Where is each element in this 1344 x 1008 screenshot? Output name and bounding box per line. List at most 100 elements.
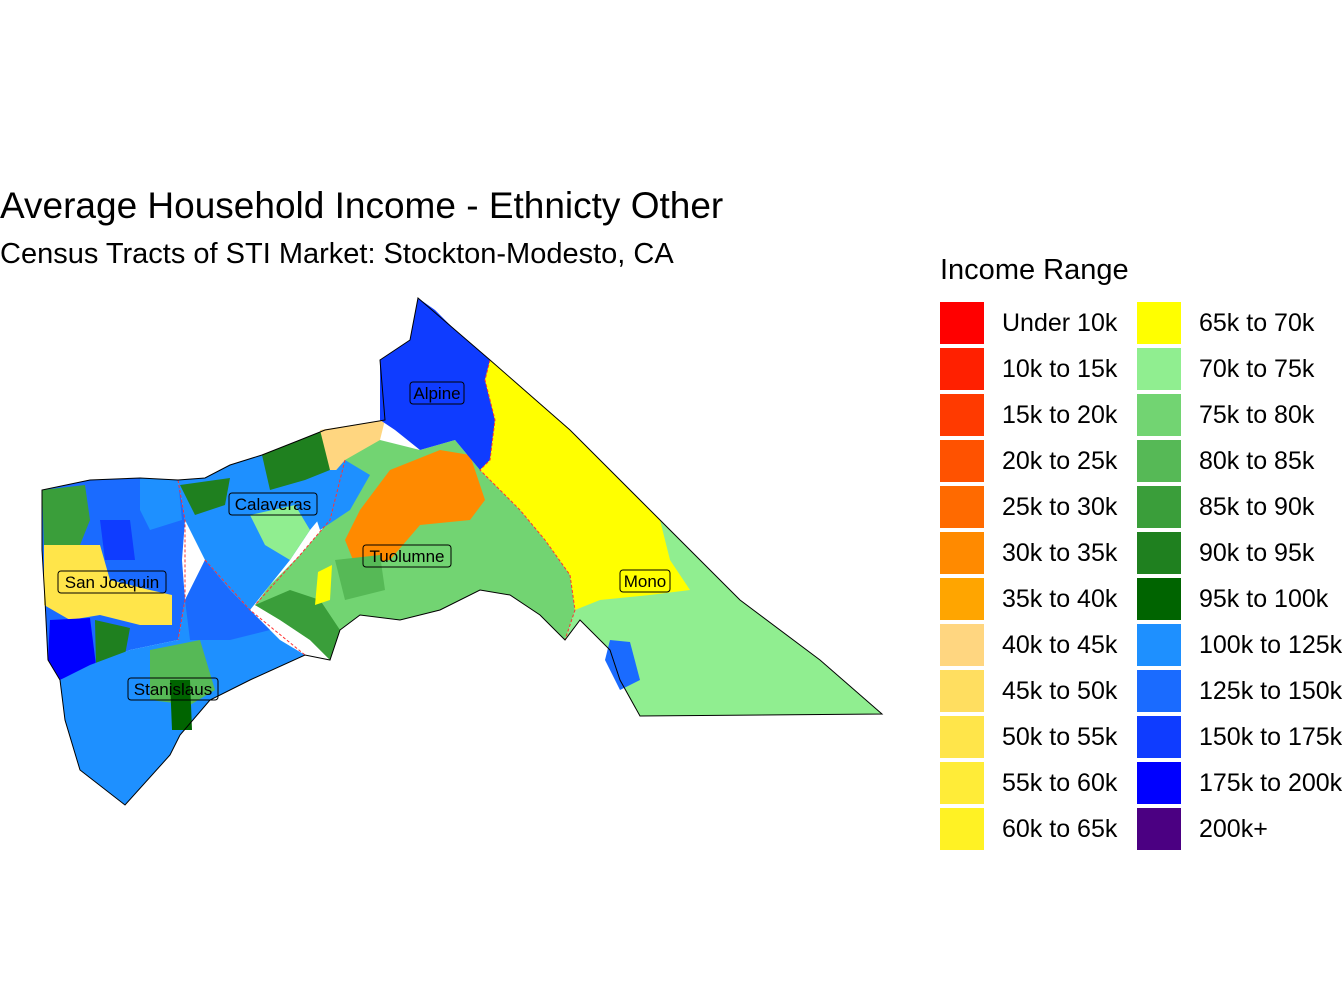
legend-item: 35k to 40k xyxy=(940,576,1137,622)
legend-label: 80k to 85k xyxy=(1199,446,1315,475)
county-label-calaveras: Calaveras xyxy=(228,492,318,516)
legend-swatch xyxy=(940,302,984,344)
legend-item: 25k to 30k xyxy=(940,484,1137,530)
tract xyxy=(250,505,310,560)
legend-swatch xyxy=(1137,440,1181,482)
legend-item: 65k to 70k xyxy=(1137,300,1344,346)
legend-label: 10k to 15k xyxy=(1002,354,1118,383)
legend-swatch xyxy=(940,440,984,482)
legend-item: 80k to 85k xyxy=(1137,438,1344,484)
county-label-mono: Mono xyxy=(619,569,671,593)
tract xyxy=(480,360,690,610)
tract xyxy=(150,640,215,705)
legend-label: 25k to 30k xyxy=(1002,492,1118,521)
legend-swatch xyxy=(940,624,984,666)
choropleth-map: Alpine Calaveras San Joaquin Tuolumne Mo… xyxy=(41,297,884,806)
legend-label: 200k+ xyxy=(1199,814,1268,843)
legend-swatch xyxy=(940,578,984,620)
svg-text:Mono: Mono xyxy=(624,572,667,591)
tract xyxy=(100,520,135,560)
tract xyxy=(255,590,340,660)
county-boundaries xyxy=(177,359,576,656)
map-subtitle: Census Tracts of STI Market: Stockton-Mo… xyxy=(0,238,674,270)
legend-item: 10k to 15k xyxy=(940,346,1137,392)
county-label-alpine: Alpine xyxy=(409,381,465,405)
svg-text:Tuolumne: Tuolumne xyxy=(370,547,445,566)
legend-item: 150k to 175k xyxy=(1137,714,1344,760)
legend-item: 20k to 25k xyxy=(940,438,1137,484)
tract xyxy=(180,478,230,515)
legend-swatch xyxy=(1137,348,1181,390)
legend-items: Under 10k 10k to 15k 15k to 20k 20k to 25k 2… xyxy=(940,300,1344,852)
legend-swatch xyxy=(1137,486,1181,528)
tract xyxy=(320,420,385,470)
legend-swatch xyxy=(1137,670,1181,712)
legend-item: 40k to 45k xyxy=(940,622,1137,668)
county-label-tuolumne: Tuolumne xyxy=(362,544,452,568)
legend-label: 65k to 70k xyxy=(1199,308,1315,337)
legend-label: 125k to 150k xyxy=(1199,676,1343,705)
legend-label: 40k to 45k xyxy=(1002,630,1118,659)
legend-item: 95k to 100k xyxy=(1137,576,1344,622)
legend-swatch xyxy=(940,762,984,804)
legend-item: 90k to 95k xyxy=(1137,530,1344,576)
svg-text:Alpine: Alpine xyxy=(413,384,460,403)
legend-label: 75k to 80k xyxy=(1199,400,1315,429)
tract xyxy=(48,618,96,680)
tract xyxy=(185,560,270,640)
legend-swatch xyxy=(940,716,984,758)
legend-item: 75k to 80k xyxy=(1137,392,1344,438)
legend-item: 30k to 35k xyxy=(940,530,1137,576)
legend-swatch xyxy=(1137,808,1181,850)
legend-item: 175k to 200k xyxy=(1137,760,1344,806)
tract xyxy=(315,565,332,605)
legend-item: 100k to 125k xyxy=(1137,622,1344,668)
legend-label: 85k to 90k xyxy=(1199,492,1315,521)
legend-label: 175k to 200k xyxy=(1199,768,1343,797)
svg-text:San Joaquin: San Joaquin xyxy=(65,573,160,592)
legend-label: 60k to 65k xyxy=(1002,814,1118,843)
region-tuolumne xyxy=(255,440,575,660)
legend-swatch xyxy=(1137,302,1181,344)
tract xyxy=(310,460,370,530)
county-label-san-joaquin: San Joaquin xyxy=(57,570,167,594)
legend-item: 200k+ xyxy=(1137,806,1344,852)
legend-swatch xyxy=(1137,716,1181,758)
svg-text:Stanislaus: Stanislaus xyxy=(134,680,212,699)
legend-swatch xyxy=(940,348,984,390)
legend-label: 30k to 35k xyxy=(1002,538,1118,567)
legend-swatch xyxy=(940,808,984,850)
legend-label: Under 10k xyxy=(1002,308,1118,337)
legend-item: 70k to 75k xyxy=(1137,346,1344,392)
legend-label: 90k to 95k xyxy=(1199,538,1315,567)
legend-label: 35k to 40k xyxy=(1002,584,1118,613)
legend-swatch xyxy=(1137,624,1181,666)
legend-label: 45k to 50k xyxy=(1002,676,1118,705)
legend-item: 60k to 65k xyxy=(940,806,1137,852)
svg-text:Calaveras: Calaveras xyxy=(235,495,312,514)
legend-label: 95k to 100k xyxy=(1199,584,1329,613)
legend-item: 50k to 55k xyxy=(940,714,1137,760)
legend-item: 55k to 60k xyxy=(940,760,1137,806)
legend-swatch xyxy=(940,532,984,574)
legend-swatch xyxy=(940,486,984,528)
legend-swatch xyxy=(1137,762,1181,804)
legend-label: 55k to 60k xyxy=(1002,768,1118,797)
legend-item: 15k to 20k xyxy=(940,392,1137,438)
tract xyxy=(605,640,640,690)
legend-label: 50k to 55k xyxy=(1002,722,1118,751)
legend-item: 125k to 150k xyxy=(1137,668,1344,714)
legend-label: 20k to 25k xyxy=(1002,446,1118,475)
legend-label: 100k to 125k xyxy=(1199,630,1343,659)
map-title: Average Household Income - Ethnicty Othe… xyxy=(0,185,724,226)
legend-swatch xyxy=(1137,532,1181,574)
legend-item: 45k to 50k xyxy=(940,668,1137,714)
tract xyxy=(140,478,182,530)
legend-label: 150k to 175k xyxy=(1199,722,1343,751)
tract xyxy=(42,485,90,545)
legend-item: 85k to 90k xyxy=(1137,484,1344,530)
tract xyxy=(170,680,192,730)
county-label-stanislaus: Stanislaus xyxy=(127,677,219,701)
legend-swatch xyxy=(1137,578,1181,620)
legend-swatch xyxy=(940,394,984,436)
